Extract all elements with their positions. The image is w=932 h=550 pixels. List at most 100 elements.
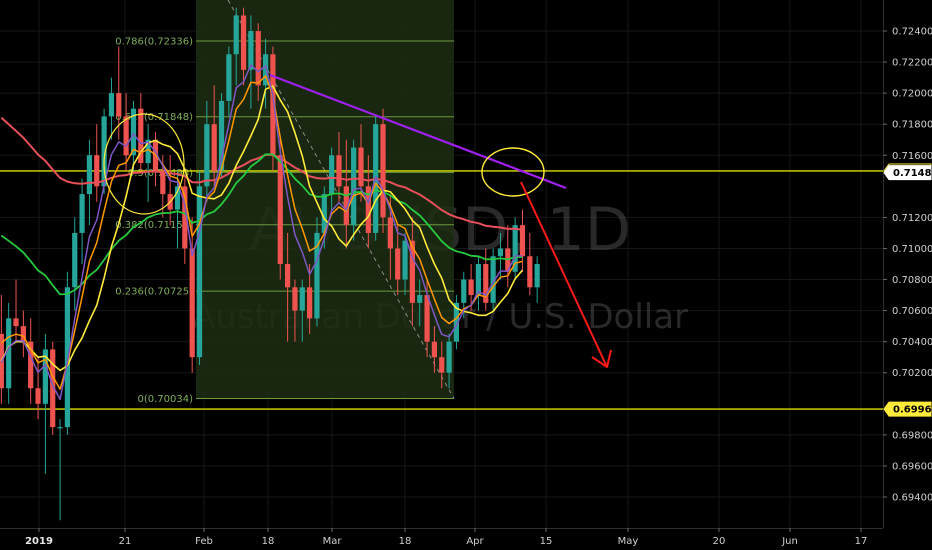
candle-body [395,248,401,280]
price-axis-tick-11: 0.69800 [892,430,932,441]
candle-body [387,217,393,249]
time-axis-tick-0: 2019 [25,536,53,547]
candle-body [196,186,203,358]
fib-level-label-0: 0.786(0.72336) [115,36,193,47]
fib-level-label-4: 0.236(0.70725) [115,287,193,298]
candle-74 [534,256,540,303]
candle-body [35,388,41,404]
candle-body [409,240,415,303]
candle-body [453,302,460,342]
candle-body [512,225,518,272]
candle-60 [431,326,437,373]
candle-body [314,232,320,319]
ma-yellow-line [0,85,524,372]
candle-body [204,124,210,187]
candle-37 [262,38,269,109]
price-axis-tick-1: 0.72200 [892,58,932,69]
candle-21 [145,124,151,202]
candle-body [57,427,63,429]
candle-body [94,155,100,187]
candle-body [402,240,408,280]
candle-body [240,15,247,70]
candle-body [145,139,151,164]
candle-41 [292,279,298,342]
candle-body [483,264,489,303]
candle-body [321,194,327,233]
time-axis-tick-4: Mar [323,536,343,547]
time-axis-tick-1: 21 [119,536,132,547]
time-axis-tick-10: Jun [781,536,798,547]
fib-level-label-3: 0.382(0.71153) [115,220,193,231]
ma-orange-line [0,75,523,390]
price-axis-tick-5: 0.71200 [892,213,932,224]
candle-31 [218,93,225,179]
candle-2 [6,302,12,404]
candle-14 [94,124,100,202]
candle-65 [468,264,474,311]
drawings[interactable] [103,73,612,368]
candle-body [116,93,122,117]
candle-27 [189,217,195,373]
price-tag-label: 0.71488 [893,168,932,179]
candle-body [64,287,70,428]
candle-38 [270,46,276,171]
candle-3 [13,279,19,342]
price-axis[interactable]: 0.72400 0.72200 0.72000 0.71800 0.71600 0.712… [883,0,932,528]
candle-body [527,256,533,288]
highlight-circle-left [103,113,185,215]
time-axis-tick-2: Feb [195,536,213,547]
candle-body [13,318,19,327]
candle-body [468,279,474,296]
candle-body [277,155,283,264]
candle-43 [307,264,313,334]
candle-6 [35,357,41,420]
candle-body [534,264,540,288]
candle-body [248,31,254,70]
candle-body [50,349,56,428]
candle-body [431,341,437,358]
candle-body [365,186,371,233]
price-axis-tick-6: 0.71000 [892,244,932,255]
time-axis[interactable]: 2019 21 Feb 18 Mar 18 Apr 15 May 20 Jun 17 [0,528,883,547]
candle-9 [57,419,63,521]
candle-10 [64,271,70,435]
candle-18 [123,93,129,171]
candle-17 [116,46,122,140]
candle-body [285,264,291,288]
candle-body [174,186,181,210]
candle-body [108,93,115,117]
candle-body [424,295,430,342]
candle-55 [395,225,401,296]
candle-body [6,318,12,389]
time-axis-tick-8: May [618,536,639,547]
candle-body [497,248,504,257]
candle-34 [240,7,247,86]
candle-body [233,15,239,55]
candle-body [336,155,342,187]
candle-body [446,341,452,373]
candle-body [299,287,305,311]
candle-body [307,287,313,319]
candle-body [42,349,48,404]
candle-32 [226,46,232,117]
ma-violet-line [0,64,523,401]
candle-48 [343,139,349,249]
candle-12 [79,178,85,264]
candle-body [226,54,232,101]
price-tag-2: 0.69966 [883,401,932,417]
forecast-arrow-shaft [520,181,608,368]
candle-66 [475,256,482,311]
candle-body [79,194,85,233]
candle-body [218,100,225,171]
candle-body [28,341,34,389]
time-axis-tick-9: 20 [713,536,726,547]
candle-body [101,116,107,187]
candle-40 [285,232,291,342]
candle-body [343,186,349,226]
candle-body [86,155,93,195]
candle-8 [50,341,56,435]
candle-body [182,186,188,249]
price-axis-tick-10: 0.70200 [892,368,932,379]
candle-body [461,279,467,303]
